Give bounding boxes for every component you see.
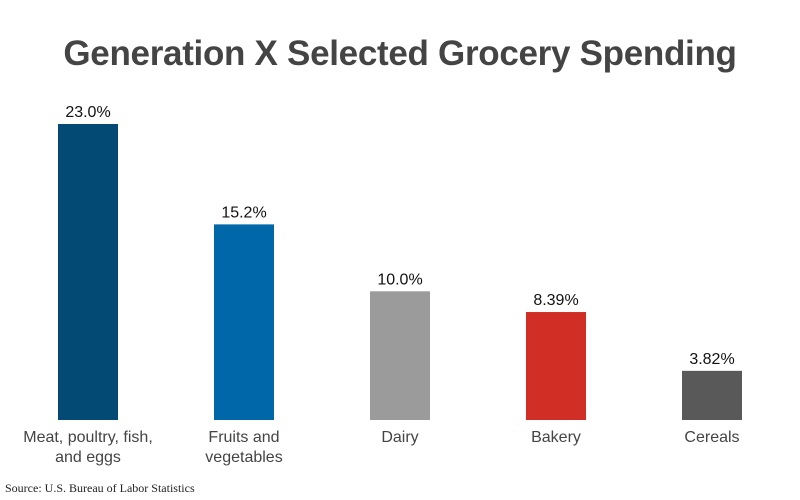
category-label: Fruits and — [208, 429, 279, 446]
category-label: Cereals — [684, 429, 739, 446]
bar-1 — [214, 224, 274, 420]
category-label: vegetables — [205, 449, 282, 466]
bar-3 — [526, 312, 586, 420]
bar-0 — [58, 124, 118, 420]
data-label: 3.82% — [689, 351, 734, 368]
data-label: 8.39% — [533, 292, 578, 309]
data-label: 15.2% — [221, 204, 266, 221]
data-label: 10.0% — [377, 271, 422, 288]
source-note: Source: U.S. Bureau of Labor Statistics — [5, 481, 195, 495]
chart-title: Generation X Selected Grocery Spending — [63, 34, 737, 73]
category-label: and eggs — [55, 449, 121, 466]
category-label: Dairy — [381, 429, 418, 446]
bar-4 — [682, 370, 742, 420]
data-label: 23.0% — [65, 104, 110, 121]
bar-chart: 23.0% Meat, poultry, fish, and eggs 15.2% Fr… — [23, 104, 742, 466]
category-label: Bakery — [531, 429, 581, 446]
category-label: Meat, poultry, fish, — [23, 429, 153, 446]
bar-2 — [370, 291, 430, 420]
